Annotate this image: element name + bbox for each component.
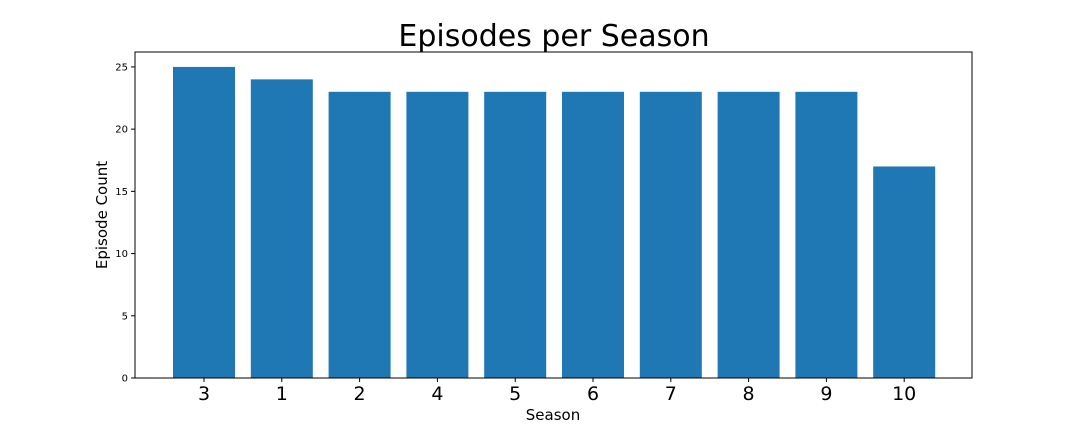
- bar-season-7: [639, 91, 702, 378]
- x-tick-label: 10: [892, 383, 916, 405]
- x-axis-ticks: 3 1 2 4 5 6 7 8 9 10: [198, 378, 916, 405]
- y-axis-ticks: 0 5 10 15 20 25: [115, 62, 135, 385]
- bar-season-2: [328, 91, 391, 378]
- y-tick-label: 15: [115, 187, 128, 198]
- bar-season-5: [484, 91, 547, 378]
- bar-series: [173, 66, 936, 378]
- y-tick-label: 0: [122, 374, 128, 385]
- y-tick-label: 5: [122, 311, 128, 322]
- x-tick-label: 2: [354, 383, 366, 405]
- x-tick-label: 5: [509, 383, 521, 405]
- bar-season-8: [717, 91, 780, 378]
- bar-season-6: [562, 91, 624, 378]
- bar-season-9: [795, 91, 858, 378]
- bar-season-10: [873, 166, 936, 378]
- y-axis-label: Episode Count: [93, 161, 111, 269]
- x-tick-label: 9: [820, 383, 832, 405]
- y-tick-label: 25: [115, 62, 128, 73]
- bar-season-1: [250, 79, 313, 378]
- x-tick-label: 8: [743, 383, 755, 405]
- bar-season-4: [406, 91, 469, 378]
- y-tick-label: 10: [115, 249, 128, 260]
- x-tick-label: 6: [587, 383, 599, 405]
- bar-season-3: [173, 66, 235, 378]
- x-tick-label: 1: [276, 383, 288, 405]
- chart-title: Episodes per Season: [398, 19, 709, 54]
- plot-frame: [134, 51, 973, 379]
- x-axis-label: Season: [526, 406, 580, 424]
- y-tick-label: 20: [115, 125, 128, 136]
- x-tick-label: 3: [198, 383, 210, 405]
- x-tick-label: 4: [431, 383, 443, 405]
- x-tick-label: 7: [665, 383, 677, 405]
